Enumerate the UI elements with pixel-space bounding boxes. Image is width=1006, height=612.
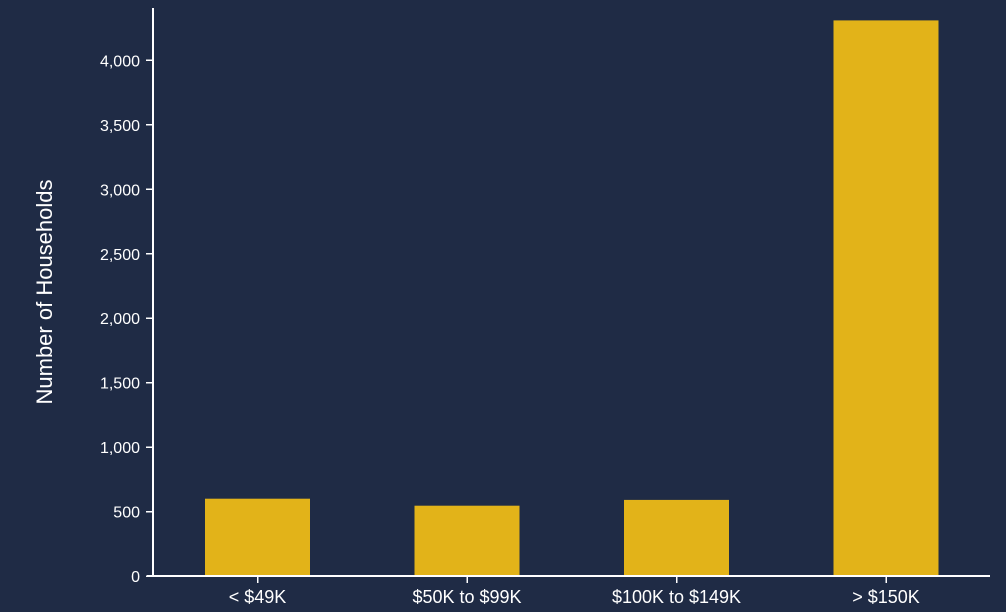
y-tick-label: 500 [113, 505, 140, 522]
bar-2 [624, 499, 729, 576]
x-category-label: < $49K [229, 587, 287, 607]
y-tick-label: 2,000 [100, 311, 140, 328]
x-category-label: $100K to $149K [612, 587, 741, 607]
y-tick-label: 2,500 [100, 247, 140, 264]
y-axis-title: Number of Households [32, 179, 57, 404]
y-tick-label: 1,500 [100, 376, 140, 393]
x-category-label: $50K to $99K [412, 587, 521, 607]
bar-0 [205, 498, 310, 576]
x-category-label: > $150K [852, 587, 920, 607]
x-axis-ticks: < $49K $50K to $99K $100K to $149K > $150K [229, 576, 920, 607]
bars-group [205, 20, 939, 576]
y-tick-label: 0 [131, 569, 140, 586]
y-tick-label: 3,000 [100, 182, 140, 199]
y-axis-ticks: 0 500 1,000 1,500 2,000 2,500 3,000 3,500 4,000 [100, 53, 153, 586]
bar-1 [414, 505, 520, 576]
y-tick-label: 3,500 [100, 118, 140, 135]
bar-3 [833, 20, 939, 576]
y-tick-label: 4,000 [100, 53, 140, 70]
y-tick-label: 1,000 [100, 440, 140, 457]
